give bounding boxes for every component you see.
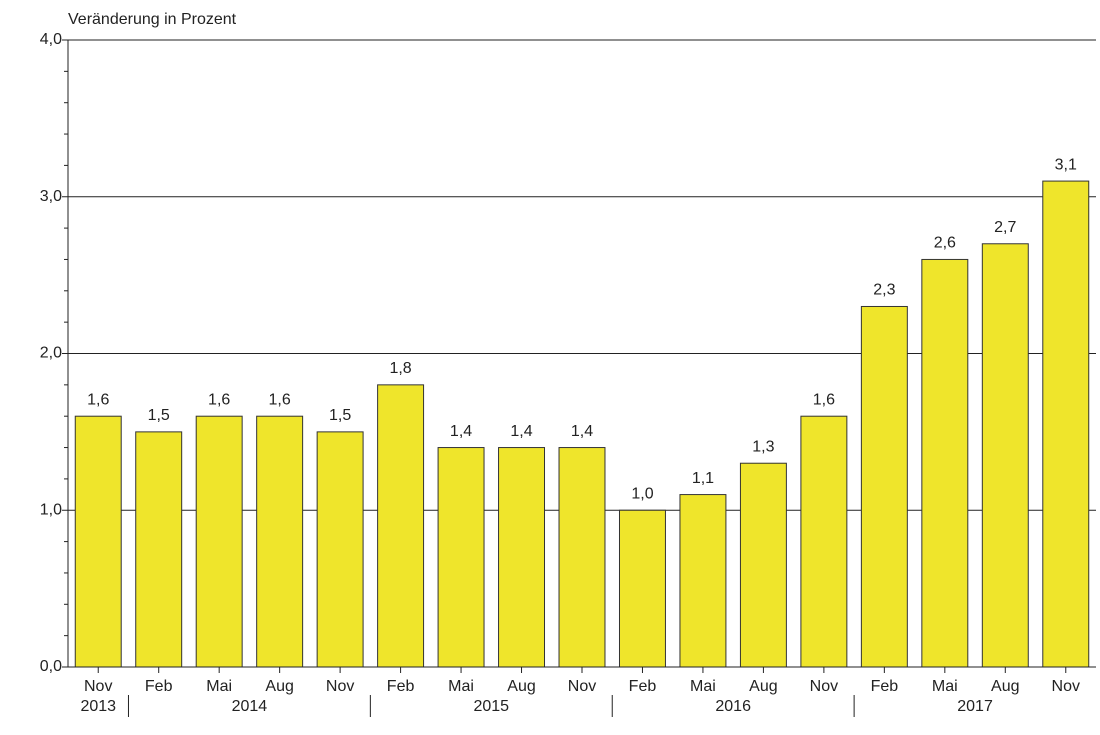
x-tick-label: Aug <box>507 678 535 695</box>
value-label: 1,4 <box>571 423 593 440</box>
value-label: 1,6 <box>269 391 291 408</box>
x-tick-label: Aug <box>749 678 777 695</box>
value-label: 2,7 <box>994 219 1016 236</box>
value-label: 3,1 <box>1055 156 1077 173</box>
x-tick-label: Feb <box>871 678 899 695</box>
x-tick-label: Mai <box>690 678 716 695</box>
x-tick-label: Aug <box>265 678 293 695</box>
axis-label: Veränderung in Prozent <box>68 11 237 28</box>
y-tick-label: 4,0 <box>40 31 62 48</box>
year-label: 2017 <box>957 698 993 715</box>
bar <box>377 384 425 668</box>
x-tick-label: Nov <box>84 678 112 695</box>
value-label: 1,0 <box>631 485 653 502</box>
bar <box>800 415 848 668</box>
value-label: 2,6 <box>934 235 956 252</box>
bar <box>498 447 546 668</box>
y-tick-label: 2,0 <box>40 345 62 362</box>
value-label: 1,6 <box>813 391 835 408</box>
bar <box>618 509 666 668</box>
x-tick-label: Mai <box>206 678 232 695</box>
x-tick-label: Nov <box>1052 678 1080 695</box>
y-tick-label: 1,0 <box>40 501 62 518</box>
value-label: 1,5 <box>329 407 351 424</box>
bar <box>921 258 969 668</box>
value-label: 1,8 <box>389 360 411 377</box>
bar <box>135 431 183 668</box>
y-tick-label: 0,0 <box>40 658 62 675</box>
bar <box>558 447 606 668</box>
y-tick-label: 3,0 <box>40 188 62 205</box>
x-tick-label: Nov <box>326 678 354 695</box>
bar <box>316 431 364 668</box>
bar <box>195 415 243 668</box>
year-label: 2016 <box>715 698 751 715</box>
year-label: 2014 <box>232 698 268 715</box>
year-label: 2013 <box>80 698 116 715</box>
value-label: 2,3 <box>873 282 895 299</box>
bar <box>1042 180 1090 668</box>
value-label: 1,4 <box>450 423 472 440</box>
bar <box>860 305 908 668</box>
value-label: 1,6 <box>208 391 230 408</box>
x-tick-label: Nov <box>568 678 596 695</box>
bar <box>437 447 485 668</box>
x-tick-label: Nov <box>810 678 838 695</box>
bar <box>74 415 122 668</box>
bar <box>679 494 727 668</box>
bar <box>739 462 787 668</box>
x-tick-label: Aug <box>991 678 1019 695</box>
year-label: 2015 <box>473 698 509 715</box>
x-tick-label: Mai <box>448 678 474 695</box>
x-tick-label: Feb <box>387 678 415 695</box>
x-tick-label: Feb <box>629 678 657 695</box>
value-label: 1,6 <box>87 391 109 408</box>
value-label: 1,3 <box>752 438 774 455</box>
x-tick-label: Feb <box>145 678 173 695</box>
x-tick-label: Mai <box>932 678 958 695</box>
value-label: 1,5 <box>148 407 170 424</box>
bar <box>981 243 1029 668</box>
value-label: 1,1 <box>692 470 714 487</box>
value-label: 1,4 <box>510 423 532 440</box>
bar <box>256 415 304 668</box>
